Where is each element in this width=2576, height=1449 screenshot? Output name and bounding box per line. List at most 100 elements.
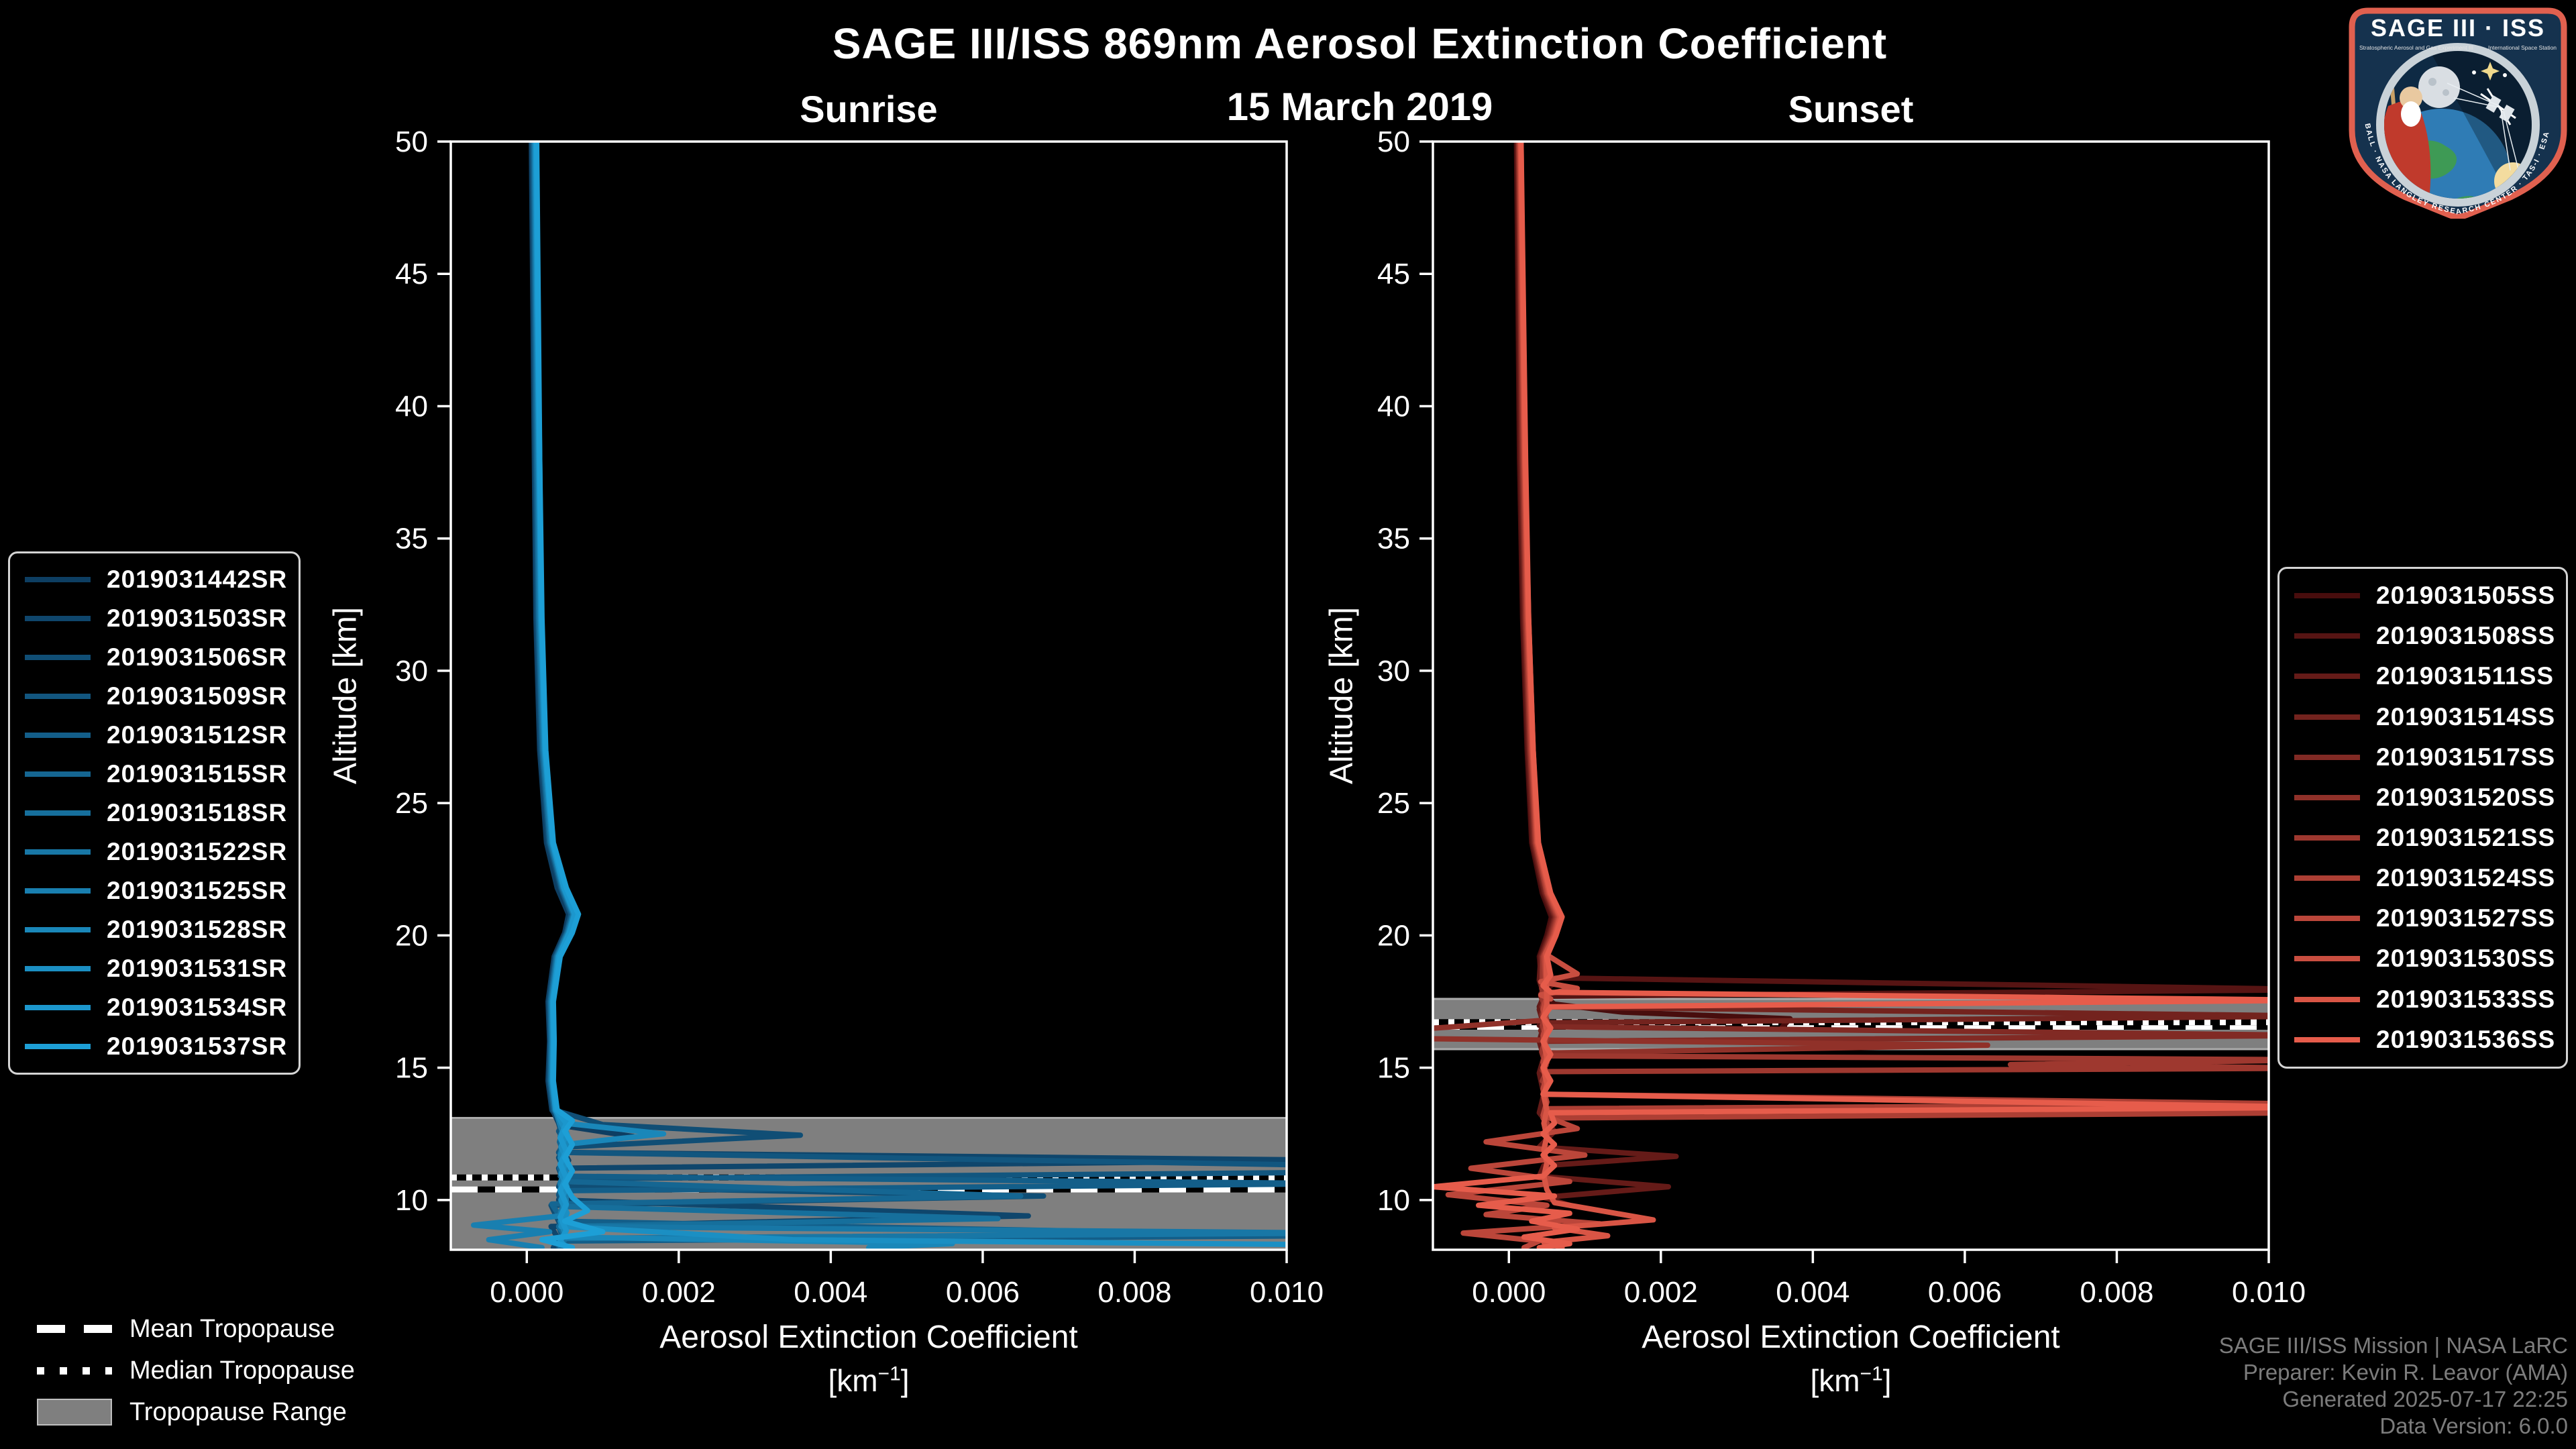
y-tick-label: 45 xyxy=(1377,258,1410,290)
y-tick-label: 15 xyxy=(395,1052,428,1085)
legend-item-label: 2019031534SR xyxy=(107,994,288,1021)
x-axis-label-text: Aerosol Extinction Coefficient xyxy=(1642,1320,2060,1355)
sunrise-x-axis-label: Aerosol Extinction Coefficient [km−1] xyxy=(659,1319,1077,1399)
band-swatch xyxy=(37,1399,112,1426)
legend-line-swatch xyxy=(25,655,91,660)
legend-item: 2019031531SR xyxy=(10,955,299,983)
moon xyxy=(2418,66,2460,108)
legend-item-label: Tropopause Range xyxy=(129,1397,347,1426)
y-tick-label: 10 xyxy=(395,1184,428,1217)
y-tick-label: 40 xyxy=(1377,390,1410,423)
legend-item: 2019031522SR xyxy=(10,838,299,866)
x-tick-label: 0.004 xyxy=(1776,1276,1849,1309)
legend-item-label: 2019031503SR xyxy=(107,604,288,632)
tropopause-legend: Mean Tropopause Median Tropopause Tropop… xyxy=(37,1308,355,1433)
legend-line-swatch xyxy=(2294,835,2360,841)
x-tick-label: 0.000 xyxy=(1472,1276,1546,1309)
unit-suffix: ] xyxy=(1882,1363,1892,1398)
profile-2019031524SS xyxy=(1517,142,2269,1126)
legend-item-label: 2019031524SS xyxy=(2376,864,2556,892)
legend-item-label: 2019031528SR xyxy=(107,916,288,943)
legend-line-swatch xyxy=(2294,633,2360,639)
x-tick-label: 0.010 xyxy=(2232,1276,2306,1309)
logo-subtitle-left: Stratospheric Aerosol and Gas Experiment… xyxy=(2359,44,2473,51)
sunrise-y-axis-label: Altitude [km] xyxy=(327,606,364,785)
legend-item: 2019031528SR xyxy=(10,916,299,944)
profile-2019031536SS xyxy=(1433,142,2269,1250)
legend-item-label: 2019031508SS xyxy=(2376,622,2556,650)
preparer-credit: Preparer: Kevin R. Leavor (AMA) xyxy=(2243,1360,2568,1385)
plot-frame xyxy=(449,140,1288,1251)
moon-crater xyxy=(2443,89,2449,96)
legend-item: 2019031508SS xyxy=(2279,622,2566,650)
x-tick-label: 0.004 xyxy=(794,1276,867,1309)
legend-item: 2019031527SS xyxy=(2279,904,2566,932)
legend-item: 2019031530SS xyxy=(2279,945,2566,973)
y-tick-label: 30 xyxy=(1377,655,1410,688)
legend-item-label: 2019031527SS xyxy=(2376,904,2556,932)
dotted-line-swatch xyxy=(37,1366,112,1375)
x-axis-label-text: Aerosol Extinction Coefficient xyxy=(659,1320,1078,1355)
legend-item-label: 2019031514SS xyxy=(2376,702,2556,731)
x-tick-label: 0.008 xyxy=(2080,1276,2153,1309)
legend-item-mean-tropopause: Mean Tropopause xyxy=(37,1308,355,1350)
logo-subtitle-right: International Space Station xyxy=(2488,44,2557,51)
x-tick-label: 0.006 xyxy=(946,1276,1020,1309)
beard xyxy=(2401,101,2421,127)
legend-item-label: 2019031530SS xyxy=(2376,945,2556,973)
profile-2019031442SR xyxy=(529,142,636,1182)
profile-2019031518SR xyxy=(531,142,1001,1250)
legend-line-swatch xyxy=(2294,996,2360,1002)
y-tick-label: 20 xyxy=(1377,919,1410,952)
legend-item: 2019031525SR xyxy=(10,877,299,905)
unit-prefix: [km xyxy=(828,1363,878,1398)
logo-title: SAGE III · ISS xyxy=(2371,14,2545,42)
plot-frame xyxy=(1432,140,2270,1251)
legend-line-swatch xyxy=(2294,875,2360,881)
x-axis-unit: [km−1] xyxy=(1642,1362,2059,1399)
legend-item: 2019031533SS xyxy=(2279,985,2566,1014)
legend-line-swatch xyxy=(25,577,91,582)
terminator-shadow xyxy=(2427,51,2532,199)
mission-credit: SAGE III/ISS Mission | NASA LaRC xyxy=(2218,1333,2568,1358)
profile-2019031525SR xyxy=(471,142,579,1250)
legend-item: 2019031503SR xyxy=(10,604,299,633)
generated-timestamp: Generated 2025-07-17 22:25 xyxy=(2282,1387,2568,1411)
legend-item-label: 2019031531SR xyxy=(107,955,288,982)
y-tick-label: 25 xyxy=(1377,787,1410,820)
legend-item-label: 2019031521SS xyxy=(2376,824,2556,852)
y-tick-label: 25 xyxy=(395,787,428,820)
legend-item-label: 2019031512SR xyxy=(107,721,288,749)
legend-line-swatch xyxy=(25,694,91,699)
profile-2019031508SS xyxy=(1514,142,2269,1028)
dashed-line-swatch xyxy=(37,1325,112,1333)
legend-item-label: Median Tropopause xyxy=(129,1356,355,1385)
legend-item-label: 2019031517SS xyxy=(2376,743,2556,771)
legend-item-label: 2019031442SR xyxy=(107,566,288,593)
sunset-y-axis-label: Altitude [km] xyxy=(1324,606,1360,785)
legend-item: 2019031520SS xyxy=(2279,784,2566,812)
profile-2019031512SR xyxy=(531,142,1287,1250)
legend-line-swatch xyxy=(2294,916,2360,922)
legend-line-swatch xyxy=(2294,754,2360,760)
x-tick-label: 0.008 xyxy=(1097,1276,1171,1309)
profile-2019031506SR xyxy=(530,142,1046,1250)
legend-item: 2019031517SS xyxy=(2279,743,2566,771)
legend-item: 2019031537SR xyxy=(10,1032,299,1061)
profile-2019031517SS xyxy=(1516,142,2269,1068)
legend-line-swatch xyxy=(25,771,91,777)
x-axis-unit: [km−1] xyxy=(659,1362,1077,1399)
legend-item-label: 2019031536SS xyxy=(2376,1025,2556,1053)
y-tick-label: 20 xyxy=(395,919,428,952)
legend-item: 2019031536SS xyxy=(2279,1026,2566,1054)
legend-item-label: Mean Tropopause xyxy=(129,1314,335,1343)
sunset-events-legend: 2019031505SS 2019031508SS 2019031511SS 2019… xyxy=(2277,567,2568,1069)
occultation-sightlines xyxy=(2447,83,2519,171)
legend-line-swatch xyxy=(25,1044,91,1049)
legend-line-swatch xyxy=(2294,714,2360,720)
x-tick-label: 0.000 xyxy=(490,1276,564,1309)
unit-prefix: [km xyxy=(1810,1363,1860,1398)
profile-2019031505SS xyxy=(1513,142,1793,1030)
profile-2019031521SS xyxy=(1517,142,2269,1084)
